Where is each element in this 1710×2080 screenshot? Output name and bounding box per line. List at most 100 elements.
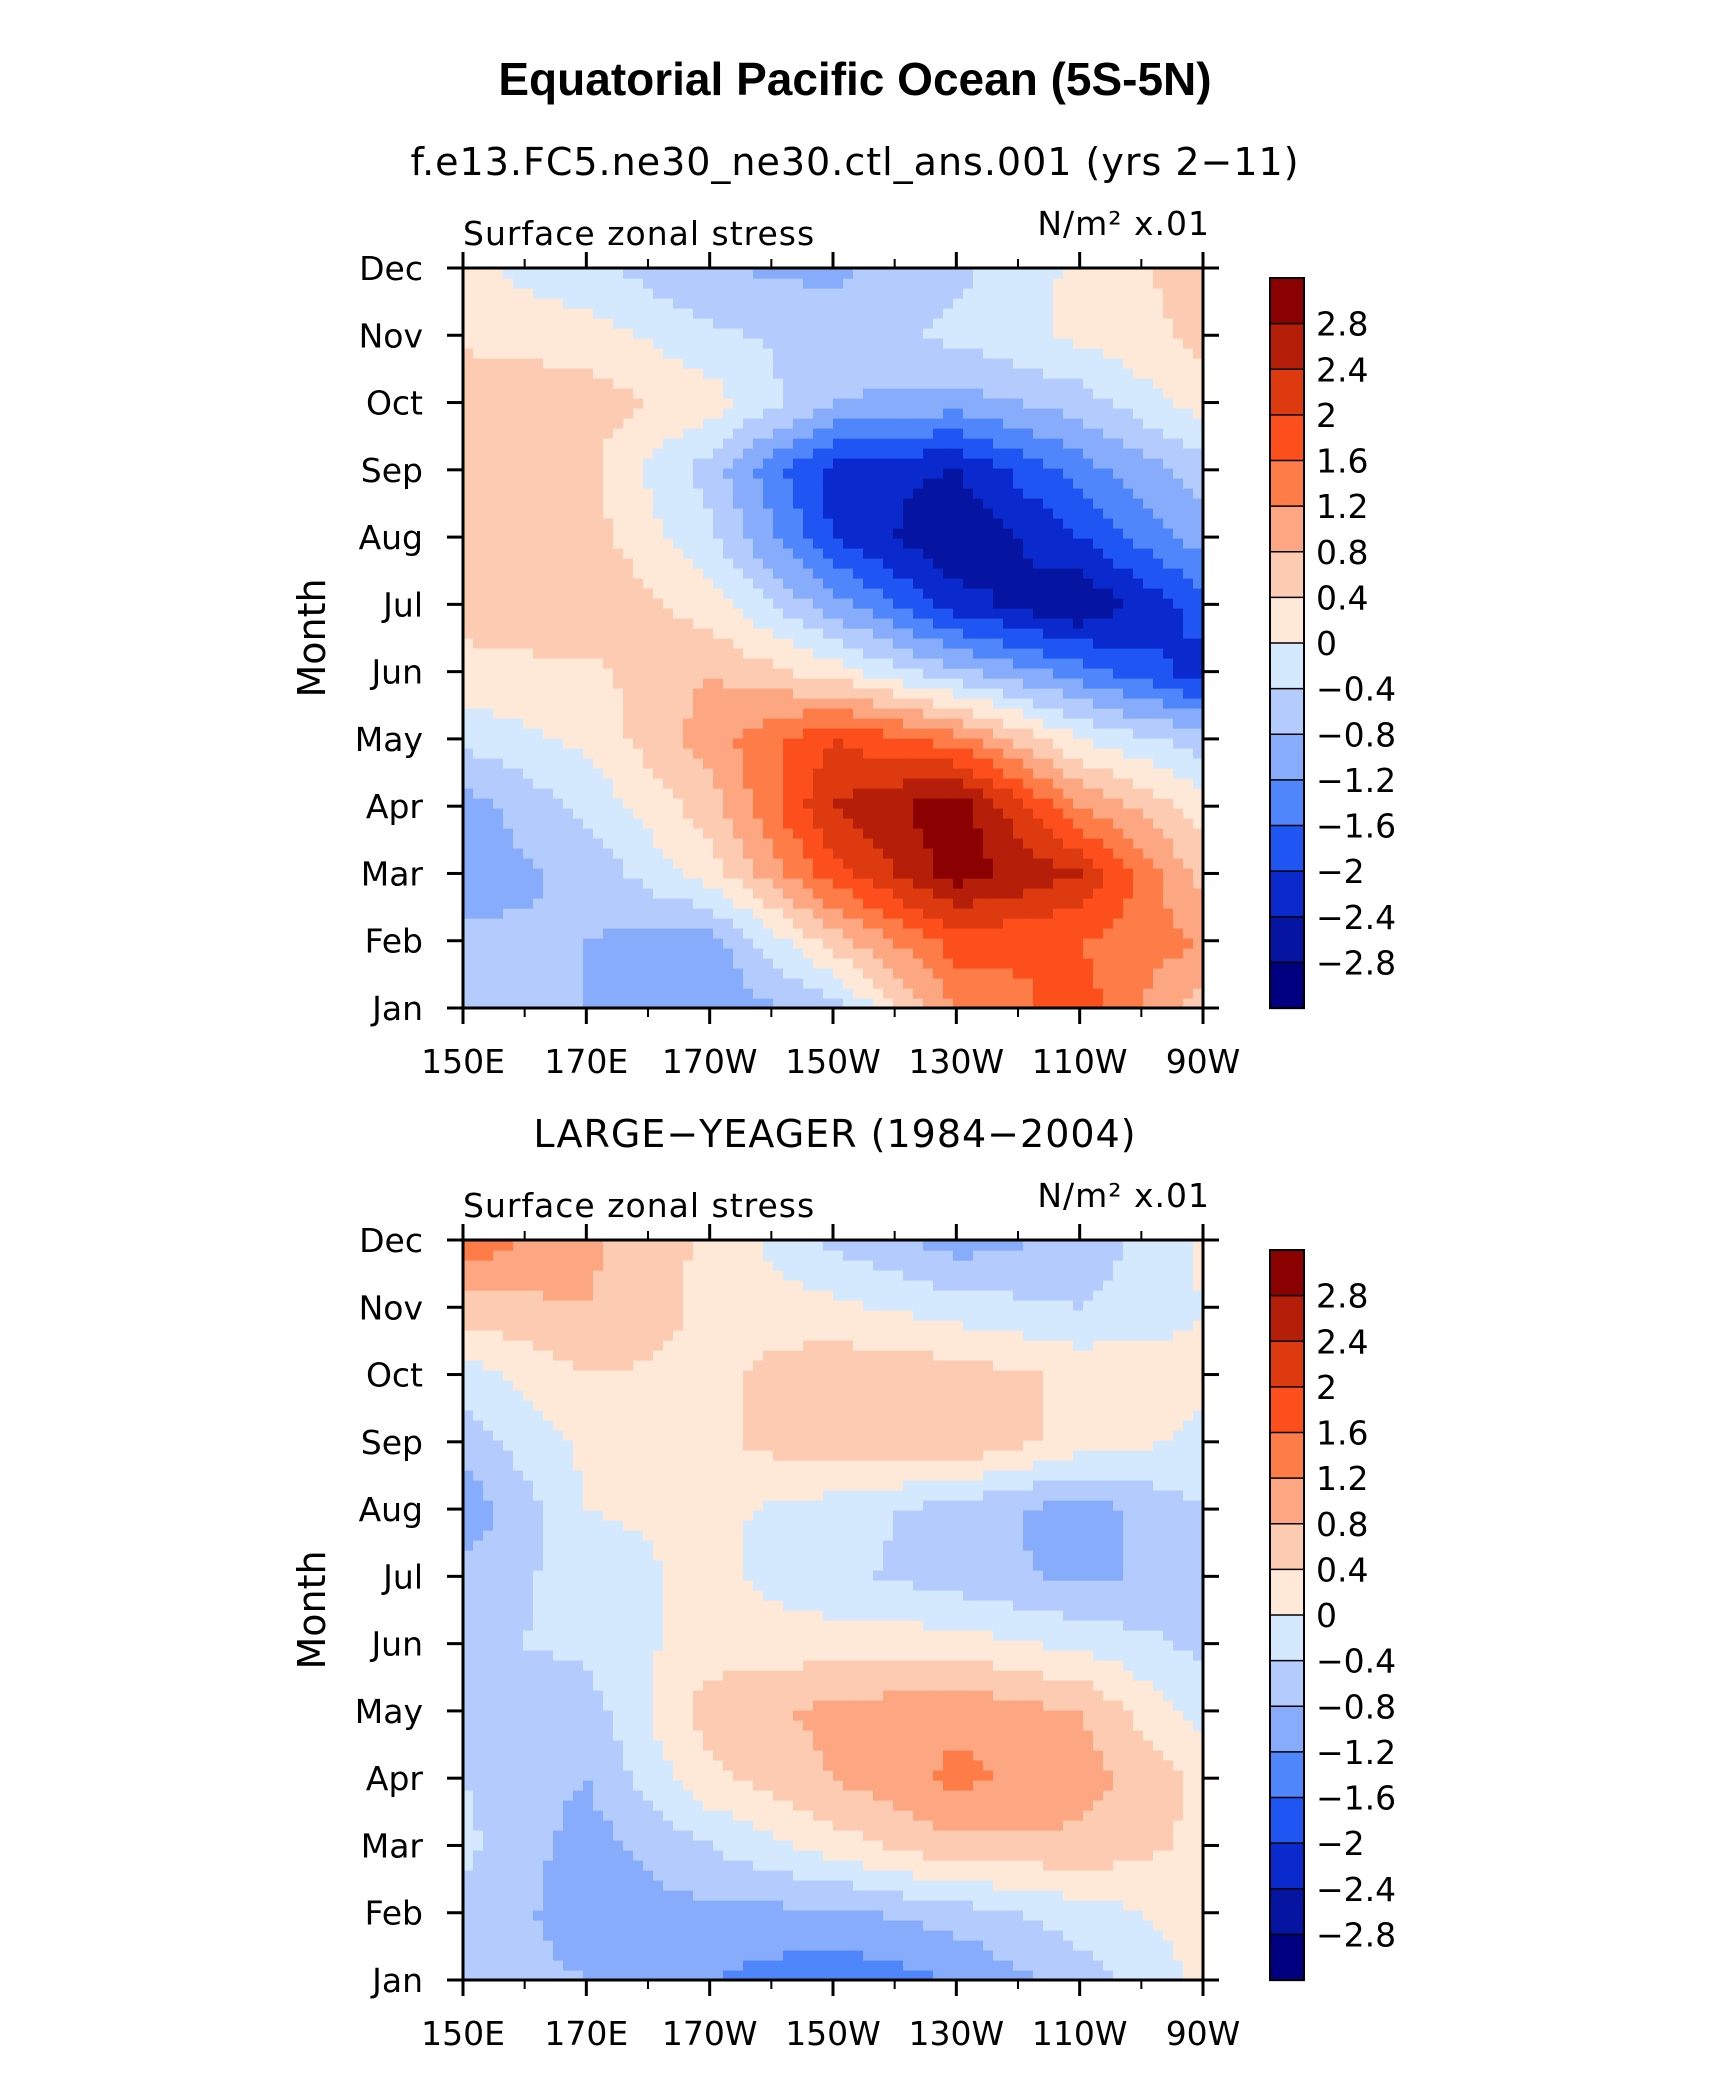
field-cell	[553, 598, 564, 609]
field-cell	[553, 518, 564, 529]
field-cell	[723, 778, 734, 789]
field-cell	[703, 588, 714, 599]
field-cell	[753, 358, 764, 369]
field-cell	[1053, 678, 1064, 689]
field-cell	[603, 528, 614, 539]
field-cell	[883, 398, 894, 409]
field-cell	[1083, 798, 1094, 809]
field-cell	[653, 448, 664, 459]
field-cell	[1003, 918, 1014, 929]
field-cell	[513, 478, 524, 489]
field-cell	[523, 558, 534, 569]
field-cell	[1083, 548, 1094, 559]
field-cell	[683, 758, 694, 769]
field-cell	[593, 488, 604, 499]
field-cell	[1123, 708, 1134, 719]
field-cell	[1113, 848, 1124, 859]
field-cell	[493, 398, 504, 409]
field-cell	[673, 718, 684, 729]
field-cell	[583, 568, 594, 579]
field-cell	[1143, 688, 1154, 699]
field-cell	[1183, 738, 1194, 749]
field-cell	[533, 968, 544, 979]
field-cell	[843, 338, 854, 349]
field-cell	[1153, 578, 1164, 589]
field-cell	[933, 668, 944, 679]
field-cell	[783, 568, 794, 579]
field-cell	[853, 568, 864, 579]
field-cell	[1163, 608, 1174, 619]
field-cell	[1093, 548, 1104, 559]
field-cell	[1163, 508, 1174, 519]
field-cell	[793, 968, 804, 979]
field-cell	[913, 408, 924, 419]
field-cell	[713, 538, 724, 549]
field-cell	[783, 988, 794, 999]
field-cell	[1073, 688, 1084, 699]
field-cell	[1043, 948, 1054, 959]
field-cell	[853, 468, 864, 479]
field-cell	[613, 428, 624, 439]
field-cell	[593, 348, 604, 359]
field-cell	[1153, 798, 1164, 809]
field-cell	[903, 588, 914, 599]
field-cell	[1193, 338, 1203, 349]
field-cell	[943, 418, 954, 429]
field-cell	[1163, 408, 1174, 419]
field-cell	[1143, 548, 1154, 559]
field-cell	[513, 868, 524, 879]
field-cell	[953, 378, 964, 389]
field-cell	[1123, 748, 1134, 759]
field-cell	[903, 798, 914, 809]
field-cell	[693, 408, 704, 419]
field-cell	[1123, 638, 1134, 649]
field-cell	[653, 388, 664, 399]
field-cell	[663, 598, 674, 609]
field-cell	[483, 758, 494, 769]
field-cell	[1113, 518, 1124, 529]
field-cell	[583, 678, 594, 689]
field-cell	[923, 598, 934, 609]
field-cell	[473, 748, 484, 759]
field-cell	[633, 728, 644, 739]
field-cell	[943, 628, 954, 639]
field-cell	[943, 978, 954, 989]
field-cell	[873, 718, 884, 729]
field-cell	[673, 378, 684, 389]
field-cell	[1113, 408, 1124, 419]
field-cell	[563, 758, 574, 769]
field-cell	[813, 938, 824, 949]
field-cell	[773, 398, 784, 409]
field-cell	[873, 708, 884, 719]
field-cell	[933, 638, 944, 649]
field-cell	[463, 558, 474, 569]
field-cell	[943, 748, 954, 759]
field-cell	[1053, 808, 1064, 819]
field-cell	[933, 768, 944, 779]
field-cell	[573, 438, 584, 449]
field-cell	[623, 378, 634, 389]
field-cell	[753, 458, 764, 469]
field-cell	[753, 608, 764, 619]
field-cell	[693, 348, 704, 359]
field-cell	[553, 608, 564, 619]
field-cell	[793, 618, 804, 629]
field-cell	[933, 598, 944, 609]
field-cell	[1193, 508, 1203, 519]
field-cell	[1023, 418, 1034, 429]
field-cell	[513, 468, 524, 479]
field-cell	[903, 818, 914, 829]
field-cell	[483, 618, 494, 629]
field-cell	[1083, 338, 1094, 349]
field-cell	[1173, 558, 1184, 569]
field-cell	[513, 658, 524, 669]
field-cell	[1163, 688, 1174, 699]
field-cell	[623, 468, 634, 479]
field-cell	[983, 548, 994, 559]
field-cell	[913, 918, 924, 929]
field-cell	[1133, 348, 1144, 359]
field-cell	[493, 748, 504, 759]
field-cell	[1133, 428, 1144, 439]
field-cell	[833, 498, 844, 509]
field-cell	[913, 748, 924, 759]
